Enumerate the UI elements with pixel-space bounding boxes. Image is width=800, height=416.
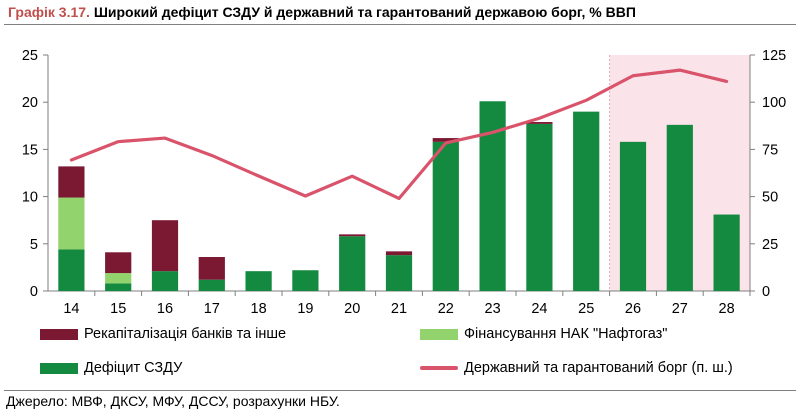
source-note: Джерело: МВФ, ДКСУ, МФУ, ДССУ, розрахунк… <box>6 393 340 409</box>
right-tick-label: 25 <box>762 237 778 253</box>
x-tick-label: 23 <box>485 301 501 317</box>
left-tick-label: 15 <box>22 142 38 158</box>
bar-deficit <box>105 283 132 291</box>
x-tick-label: 27 <box>672 301 688 317</box>
bar-recap <box>385 251 413 256</box>
figure-title: Широкий дефіцит СЗДУ й державний та гара… <box>93 4 636 20</box>
left-tick-label: 0 <box>30 284 38 300</box>
bar-deficit <box>198 279 225 291</box>
bar-deficit <box>385 255 413 291</box>
legend-swatch-deficit <box>40 362 78 374</box>
legend-swatch-recap <box>40 328 78 340</box>
title-divider <box>4 24 796 25</box>
bar-deficit <box>58 249 85 291</box>
right-tick-label: 0 <box>762 284 770 300</box>
x-tick-label: 14 <box>63 301 79 317</box>
bar-deficit <box>573 111 600 291</box>
bar-deficit <box>619 141 647 291</box>
bar-deficit <box>292 270 319 291</box>
left-tick-label: 25 <box>22 48 38 64</box>
legend-swatch-naftogaz <box>420 328 458 340</box>
right-tick-label: 100 <box>762 95 786 111</box>
bar-naftogaz <box>58 197 85 250</box>
right-tick-label: 50 <box>762 190 778 206</box>
bar-deficit <box>151 271 179 291</box>
bar-recap <box>58 166 85 198</box>
x-tick-label: 19 <box>297 301 313 317</box>
bar-recap <box>432 138 459 142</box>
bar-deficit <box>432 141 459 291</box>
x-tick-label: 25 <box>578 301 594 317</box>
x-tick-label: 22 <box>438 301 454 317</box>
bar-naftogaz <box>105 273 132 284</box>
left-tick-label: 20 <box>22 95 38 111</box>
bar-recap <box>198 257 225 280</box>
x-tick-label: 17 <box>204 301 220 317</box>
x-tick-label: 18 <box>251 301 267 317</box>
bar-deficit <box>526 123 553 291</box>
bar-deficit <box>666 124 693 291</box>
x-tick-label: 21 <box>391 301 407 317</box>
x-tick-label: 16 <box>157 301 173 317</box>
x-tick-label: 15 <box>110 301 126 317</box>
x-tick-label: 20 <box>344 301 360 317</box>
left-tick-label: 5 <box>30 237 38 253</box>
legend-label-debt: Державний та гарантований борг (п. ш.) <box>464 360 733 376</box>
x-tick-label: 28 <box>719 301 735 317</box>
right-tick-label: 75 <box>762 142 778 158</box>
bar-recap <box>526 122 553 124</box>
legend-swatch-debt <box>420 366 458 370</box>
legend-item-debt: Державний та гарантований борг (п. ш.) <box>420 360 733 376</box>
bar-deficit <box>245 271 272 291</box>
bar-recap <box>105 252 132 274</box>
figure-number: Графік 3.17. <box>8 4 90 20</box>
left-tick-label: 10 <box>22 190 38 206</box>
source-divider <box>4 390 796 391</box>
chart-title: Графік 3.17. Широкий дефіцит СЗДУ й держ… <box>8 4 636 20</box>
right-tick-label: 125 <box>762 48 786 64</box>
bar-deficit <box>713 214 740 291</box>
legend-label-deficit: Дефіцит СЗДУ <box>84 360 183 376</box>
bar-deficit <box>339 236 366 291</box>
legend-item-deficit: Дефіцит СЗДУ <box>40 360 182 376</box>
bar-recap <box>151 220 179 272</box>
x-tick-label: 24 <box>531 301 547 317</box>
x-tick-label: 26 <box>625 301 641 317</box>
chart-canvas: 0 5 10 15 20 25 0 25 50 75 100 125 14 15 16 17 18 19 20 21 2… <box>22 48 786 317</box>
bar-recap <box>339 234 366 237</box>
